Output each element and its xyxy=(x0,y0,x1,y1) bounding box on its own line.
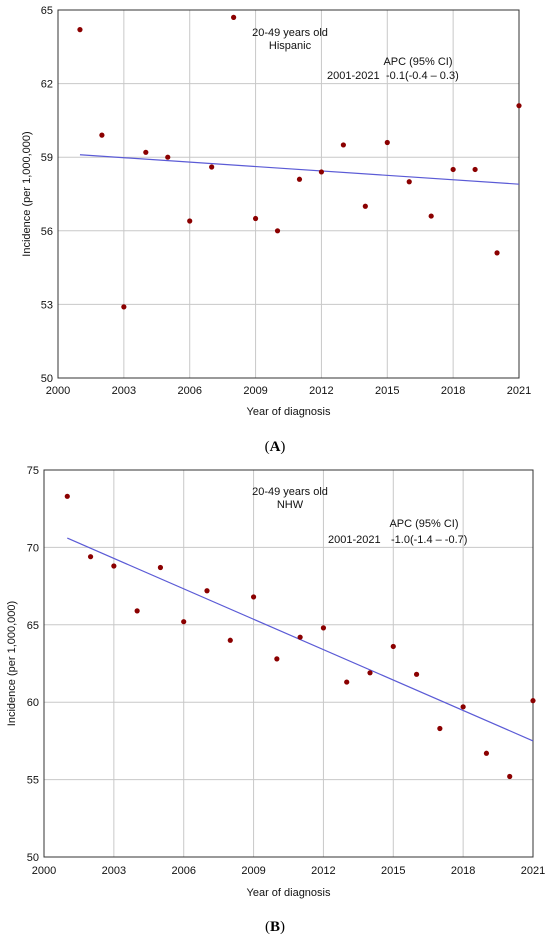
y-axis-label: Incidence (per 1,000,000) xyxy=(21,131,33,256)
x-tick-label: 2018 xyxy=(441,385,465,397)
data-point xyxy=(274,656,280,662)
data-point xyxy=(530,698,536,704)
data-point xyxy=(472,166,478,173)
data-point xyxy=(413,671,420,677)
data-point xyxy=(340,142,346,148)
trend-line xyxy=(79,154,520,185)
y-tick-label: 75 xyxy=(27,465,39,477)
data-point xyxy=(344,679,350,685)
data-point xyxy=(320,625,327,631)
data-point xyxy=(296,176,303,182)
data-point xyxy=(250,594,257,600)
x-tick-label: 2000 xyxy=(46,385,70,397)
apc-header: APC (95% CI) xyxy=(383,56,452,68)
data-point xyxy=(157,564,164,571)
data-point xyxy=(204,588,210,594)
panel-label: (B) xyxy=(265,919,285,935)
data-point xyxy=(121,304,127,310)
data-point xyxy=(274,228,281,234)
period-label: 2001-2021 xyxy=(328,534,381,546)
group-population-label: Hispanic xyxy=(269,40,312,52)
apc-header: APC (95% CI) xyxy=(389,518,458,530)
data-point xyxy=(428,213,434,219)
y-tick-label: 50 xyxy=(27,852,39,864)
data-point xyxy=(450,166,456,173)
x-tick-label: 2015 xyxy=(381,865,405,877)
x-tick-label: 2000 xyxy=(32,865,56,877)
x-tick-label: 2006 xyxy=(171,865,195,877)
apc-value: -0.1(-0.4 – 0.3) xyxy=(386,70,459,82)
x-tick-label: 2012 xyxy=(309,385,333,397)
data-point xyxy=(165,154,171,160)
y-tick-label: 65 xyxy=(41,5,53,17)
data-point xyxy=(99,132,105,138)
x-tick-label: 2015 xyxy=(375,385,399,397)
plot-frame xyxy=(43,469,534,858)
data-point xyxy=(362,203,368,209)
group-age-label: 20-49 years old xyxy=(252,486,328,498)
x-tick-label: 2009 xyxy=(241,865,265,877)
data-point xyxy=(231,14,237,20)
x-axis-label: Year of diagnosis xyxy=(247,406,331,418)
y-tick-label: 53 xyxy=(41,299,53,311)
data-point xyxy=(318,169,325,175)
x-tick-label: 2003 xyxy=(102,865,126,877)
y-tick-label: 62 xyxy=(41,79,53,91)
data-point xyxy=(187,218,193,224)
y-axis-label: Incidence (per 1,000,000) xyxy=(6,601,18,726)
data-point xyxy=(494,250,500,256)
panel-label: (A) xyxy=(265,439,286,455)
data-point xyxy=(406,179,412,185)
data-point xyxy=(252,215,259,222)
plot-frame xyxy=(57,9,520,379)
data-point xyxy=(516,103,522,109)
x-tick-label: 2012 xyxy=(311,865,335,877)
data-point xyxy=(87,554,94,560)
data-point xyxy=(64,493,70,499)
x-tick-label: 2021 xyxy=(521,865,545,877)
x-tick-label: 2018 xyxy=(451,865,475,877)
data-point xyxy=(227,637,233,643)
y-tick-label: 65 xyxy=(27,620,39,632)
data-point xyxy=(209,164,215,170)
x-tick-label: 2003 xyxy=(112,385,136,397)
group-population-label: NHW xyxy=(277,499,304,511)
chart-panel-a: 50 53 56 59 62 65 2000 2003 2006 2009 2012 2015 2018… xyxy=(21,5,531,455)
y-tick-label: 59 xyxy=(41,152,53,164)
apc-value: -1.0(-1.4 – -0.7) xyxy=(391,534,467,546)
x-axis-label: Year of diagnosis xyxy=(247,887,331,899)
data-point xyxy=(460,704,466,710)
data-point xyxy=(111,563,117,569)
data-point xyxy=(77,27,83,33)
y-tick-label: 55 xyxy=(27,775,39,787)
group-age-label: 20-49 years old xyxy=(252,27,328,39)
period-label: 2001-2021 xyxy=(327,70,380,82)
x-tick-label: 2021 xyxy=(507,385,531,397)
data-point xyxy=(297,634,303,640)
x-tick-label: 2006 xyxy=(177,385,201,397)
data-point xyxy=(384,139,390,146)
data-point xyxy=(181,619,187,625)
y-tick-label: 70 xyxy=(27,542,39,554)
data-point xyxy=(367,670,373,676)
y-tick-label: 60 xyxy=(27,697,39,709)
x-tick-label: 2009 xyxy=(243,385,267,397)
y-tick-label: 56 xyxy=(41,226,53,238)
data-point xyxy=(143,149,149,155)
data-point xyxy=(390,643,396,650)
data-point xyxy=(507,773,513,780)
chart-panel-b: 50 55 60 65 70 75 2000 2003 2006 2009 2012 2015 2018… xyxy=(6,465,545,935)
y-tick-label: 50 xyxy=(41,373,53,385)
data-point xyxy=(134,608,140,614)
data-point xyxy=(437,725,443,732)
data-point xyxy=(483,750,490,756)
